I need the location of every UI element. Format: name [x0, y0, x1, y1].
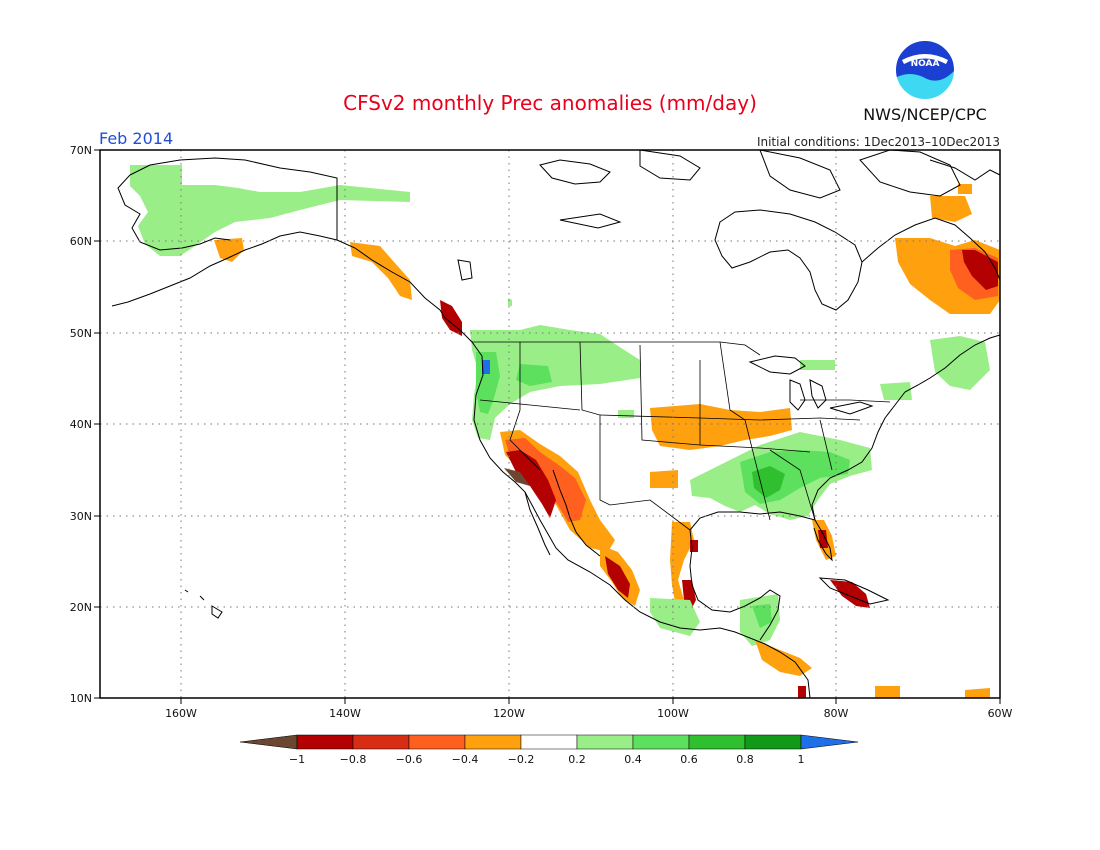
colorbar-segment: [632, 734, 690, 750]
anomaly-region-dry-extreme: [504, 468, 530, 486]
anomaly-region-wet-weak: [800, 360, 835, 370]
lon-label-120w: 120W: [493, 707, 525, 720]
colorbar-label: −0.2: [508, 753, 535, 766]
anomaly-region-dry-strong: [605, 556, 630, 598]
colorbar-label: −0.6: [396, 753, 423, 766]
graticule: [100, 150, 1000, 698]
colorbar-label: 0.6: [680, 753, 698, 766]
initial-conditions: Initial conditions: 1Dec2013–10Dec2013: [757, 135, 1000, 149]
lat-label-40n: 40N: [70, 418, 92, 431]
lon-label-160w: 160W: [165, 707, 197, 720]
colorbar-segment: [464, 734, 522, 750]
anomaly-region-dry-strong: [962, 250, 998, 290]
anomaly-region-dry-strong: [798, 686, 806, 698]
colorbar-segment: [408, 734, 466, 750]
anomaly-region-dry-weak: [350, 242, 412, 300]
lon-label-100w: 100W: [657, 707, 689, 720]
noaa-logo-text: NOAA: [911, 59, 940, 69]
anomaly-region-dry-strong: [682, 580, 696, 612]
lon-label-60w: 60W: [988, 707, 1013, 720]
anomaly-region-dry-weak: [958, 184, 972, 194]
colorbar-segment: [352, 734, 410, 750]
anomaly-region-wet-light: [752, 604, 772, 628]
anomaly-region-dry-weak: [930, 196, 972, 222]
anomaly-region-dry-weak: [965, 688, 990, 698]
colorbar-label: 0.4: [624, 753, 642, 766]
lat-label-70n: 70N: [70, 144, 92, 157]
lon-label-140w: 140W: [329, 707, 361, 720]
noaa-logo: NOAA: [894, 39, 956, 101]
lon-label-80w: 80W: [824, 707, 849, 720]
forecast-month: Feb 2014: [99, 129, 173, 148]
colorbar-label: 1: [798, 753, 805, 766]
axis-ticks: [94, 149, 1001, 704]
colorbar-label: −0.8: [340, 753, 367, 766]
colorbar-label: −1: [289, 753, 305, 766]
anomaly-region-wet-weak: [880, 382, 912, 400]
lat-label-60n: 60N: [70, 235, 92, 248]
map-panel: 70N 60N 50N 40N 30N 20N 10N 160W 140W 12…: [70, 144, 1013, 720]
chart-title: CFSv2 monthly Prec anomalies (mm/day): [343, 91, 757, 115]
colorbar-label: 0.8: [736, 753, 754, 766]
anomaly-region-wet-weak: [650, 598, 700, 636]
anomaly-region-dry-weak: [650, 404, 792, 450]
colorbar-segment: [520, 734, 578, 750]
anomaly-region-dry-strong: [830, 580, 870, 608]
colorbar-right-arrow: [800, 734, 859, 750]
anomaly-shading: [130, 165, 1000, 698]
org-label: NWS/NCEP/CPC: [863, 105, 987, 124]
colorbar-left-arrow: [239, 734, 298, 750]
colorbar-label: −0.4: [452, 753, 479, 766]
anomaly-region-dry-strong: [506, 450, 556, 518]
anomaly-region-dry-weak: [214, 238, 244, 262]
colorbar-segment: [744, 734, 802, 750]
coastlines: [111, 149, 1001, 699]
anomaly-region-wet-weak: [930, 336, 990, 390]
anomaly-region-wet-weak: [470, 325, 640, 440]
colorbar-segment: [576, 734, 634, 750]
anomaly-region-wet-light: [516, 364, 552, 386]
anomaly-region-dry-weak: [875, 686, 900, 698]
colorbar-segment: [296, 734, 354, 750]
lat-label-10n: 10N: [70, 692, 92, 705]
colorbar-label: 0.2: [568, 753, 586, 766]
anomaly-region-wet-weak: [618, 410, 634, 418]
lat-label-30n: 30N: [70, 510, 92, 523]
anomaly-region-wet-extreme: [482, 360, 490, 374]
anomaly-region-dry-weak: [755, 640, 812, 676]
anomaly-region-dry-weak: [650, 470, 678, 488]
colorbar: −1 −0.8 −0.6 −0.4 −0.2 0.2 0.4 0.6 0.8 1: [239, 734, 859, 766]
anomaly-region-wet-weak: [130, 165, 410, 256]
colorbar-segment: [688, 734, 746, 750]
anomaly-region-wet-medium: [752, 466, 785, 498]
political-boundaries: [336, 178, 891, 531]
lat-label-20n: 20N: [70, 601, 92, 614]
lat-label-50n: 50N: [70, 327, 92, 340]
